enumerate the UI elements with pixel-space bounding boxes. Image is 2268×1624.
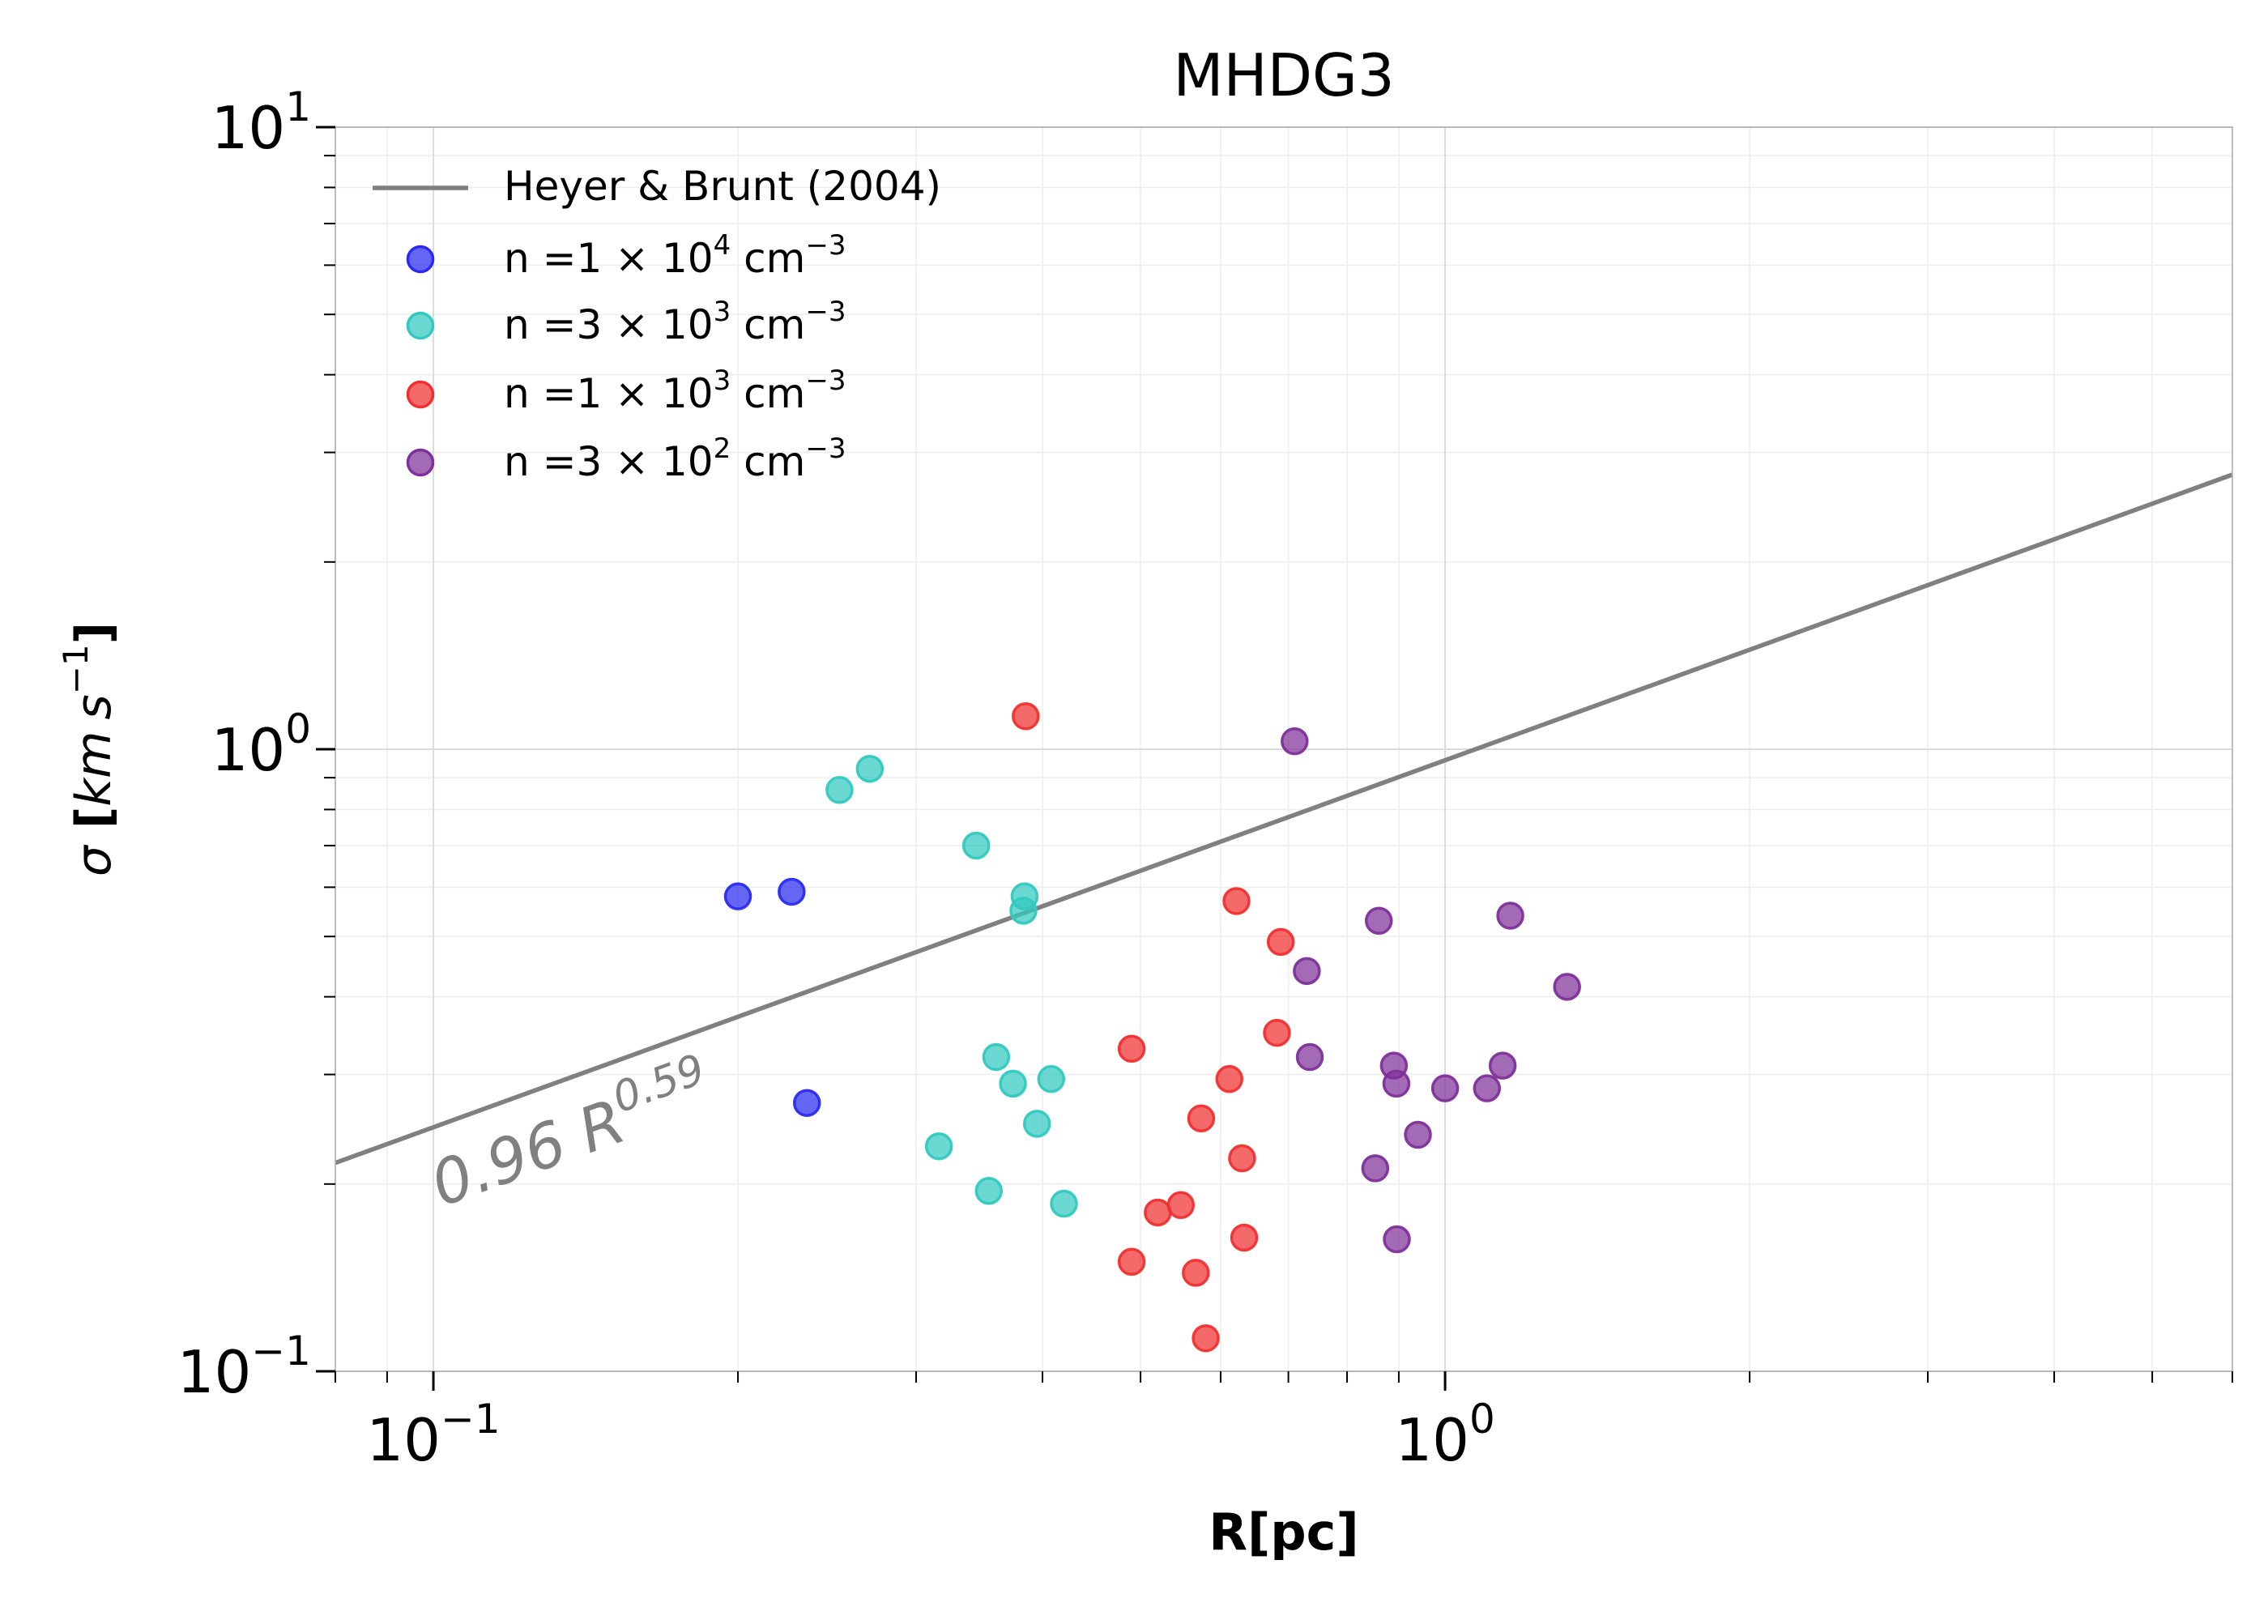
legend-prefix: n =1 × 10 xyxy=(504,370,714,417)
series-0-point xyxy=(792,1089,821,1117)
legend-prefix: n =1 × 10 xyxy=(504,235,714,282)
series-2-point xyxy=(1117,1247,1146,1277)
legend-exp: 4 xyxy=(714,229,731,262)
series-2-point xyxy=(1215,1064,1243,1093)
series-0-point xyxy=(723,882,752,910)
legend-exp: 2 xyxy=(714,433,731,465)
series-1-point xyxy=(1037,1064,1066,1093)
legend-series-0-label: n =1 × 104 cm−3 xyxy=(504,229,846,282)
legend-unit-exp: −3 xyxy=(805,229,846,262)
legend-prefix: n =3 × 10 xyxy=(504,438,714,485)
series-3-point xyxy=(1473,1074,1502,1102)
x-tick-exp: −1 xyxy=(441,1396,501,1443)
series-3-point xyxy=(1553,973,1581,1001)
axis-ticks xyxy=(316,126,2233,1391)
y-tick-exp: −1 xyxy=(251,1328,311,1375)
x-tick-label: 10−1 xyxy=(366,1396,500,1474)
legend-unit: cm xyxy=(731,235,805,282)
series-2-point xyxy=(1263,1018,1291,1047)
x-tick-label: 100 xyxy=(1395,1396,1494,1474)
y-label-unit-km: km xyxy=(66,731,122,807)
y-tick-base: 10 xyxy=(211,716,286,784)
series-1-point xyxy=(974,1177,1004,1205)
y-tick-exp: 0 xyxy=(285,705,311,752)
series-3-point xyxy=(1430,1074,1460,1102)
legend-unit: cm xyxy=(731,438,805,485)
series-3-point xyxy=(1382,1069,1411,1098)
y-tick-label: 101 xyxy=(211,83,311,162)
legend-exp: 3 xyxy=(714,364,731,397)
legend-unit-exp: −3 xyxy=(805,296,846,328)
legend-series-3-label: n =3 × 102 cm−3 xyxy=(504,433,846,485)
x-tick-exp: 0 xyxy=(1469,1396,1495,1443)
x-axis-label: R[pc] xyxy=(1209,1503,1359,1562)
legend-series-0-marker xyxy=(406,245,435,274)
series-3-point xyxy=(1295,1042,1324,1072)
chart-title: MHDG3 xyxy=(1173,41,1394,109)
series-3-point xyxy=(1488,1051,1517,1080)
series-1-point xyxy=(961,831,991,860)
series-3-point xyxy=(1404,1120,1432,1149)
series-1-point xyxy=(1022,1110,1051,1138)
legend-unit-exp: −3 xyxy=(805,433,846,465)
series-2-point xyxy=(1222,887,1251,915)
y-label-close: ] xyxy=(66,622,122,644)
heyer-brunt-fit-line xyxy=(335,472,2233,1166)
legend-series-2-label: n =1 × 103 cm−3 xyxy=(504,364,846,417)
series-1-point xyxy=(825,776,854,804)
series-1-point xyxy=(924,1132,953,1161)
series-2-point xyxy=(1012,701,1040,731)
series-3-point xyxy=(1281,727,1309,756)
y-tick-exp: 1 xyxy=(285,83,311,130)
series-3-point xyxy=(1293,957,1321,986)
series-3-point xyxy=(1383,1225,1411,1254)
y-tick-label: 100 xyxy=(211,705,311,784)
series-2-point xyxy=(1182,1259,1210,1287)
legend-series-1-marker xyxy=(406,311,435,340)
series-2-point xyxy=(1187,1104,1216,1133)
y-label-open: [ xyxy=(66,807,122,846)
series-2-point xyxy=(1166,1191,1196,1220)
x-tick-base: 10 xyxy=(1395,1406,1469,1474)
y-label-unit-s: s xyxy=(66,694,122,719)
y-tick-base: 10 xyxy=(211,94,286,162)
legend-unit-exp: −3 xyxy=(805,364,846,397)
series-2-point xyxy=(1144,1198,1172,1227)
legend-exp: 3 xyxy=(714,296,731,328)
x-tick-base: 10 xyxy=(366,1406,441,1474)
series-2-point xyxy=(1230,1223,1259,1252)
series-1-point xyxy=(1009,897,1038,925)
series-3-point xyxy=(1496,902,1524,930)
y-tick-base: 10 xyxy=(177,1338,252,1406)
y-axis-label: σ [km s−1] xyxy=(56,622,122,876)
y-label-sigma: σ xyxy=(66,844,122,876)
legend-series-1-label: n =3 × 103 cm−3 xyxy=(504,296,846,348)
legend-series-2-marker xyxy=(406,380,435,409)
series-2-point xyxy=(1117,1034,1146,1063)
legend-unit: cm xyxy=(731,370,805,417)
series-2-point xyxy=(1228,1144,1256,1173)
series-1-point xyxy=(982,1042,1011,1072)
series-1-point xyxy=(999,1069,1027,1098)
series-1-point xyxy=(855,754,885,783)
series-3-point xyxy=(1365,906,1393,936)
series-3-point xyxy=(1361,1154,1390,1183)
y-label-exp: −1 xyxy=(56,644,96,694)
y-tick-label: 10−1 xyxy=(177,1328,311,1406)
series-1-point xyxy=(1050,1189,1078,1218)
legend-fit-label: Heyer & Brunt (2004) xyxy=(504,163,941,210)
legend-unit: cm xyxy=(731,301,805,348)
series-2-point xyxy=(1266,927,1295,957)
series-2-point xyxy=(1192,1323,1220,1353)
series-0-point xyxy=(778,877,806,906)
scatter-points xyxy=(723,701,1581,1353)
legend: Heyer & Brunt (2004)n =1 × 104 cm−3n =3 … xyxy=(373,163,941,485)
legend-series-3-marker xyxy=(406,448,435,477)
legend-prefix: n =3 × 10 xyxy=(504,301,714,348)
